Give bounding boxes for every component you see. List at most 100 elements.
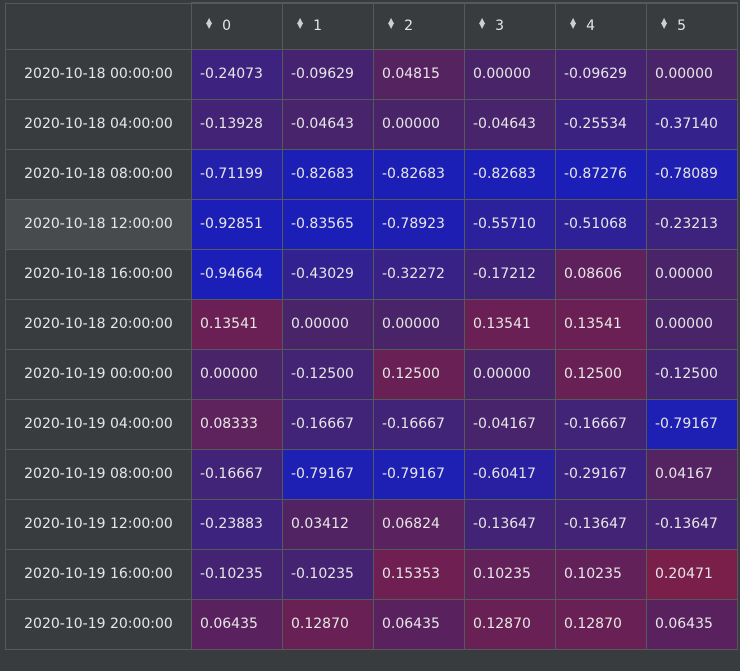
table-cell: -0.43029 bbox=[282, 248, 374, 300]
header-row: ▲ ▼ 0 ▲ ▼ 1 ▲ ▼ 2 ▲ ▼ 3 ▲ ▼ 4 ▲ ▼ 5 bbox=[5, 2, 738, 50]
table-row: 2020-10-19 16:00:00 -0.10235 -0.10235 0.153… bbox=[5, 548, 738, 600]
row-header: 2020-10-18 08:00:00 bbox=[5, 148, 192, 200]
table-cell: 0.08606 bbox=[555, 248, 647, 300]
column-header-4[interactable]: ▲ ▼ 4 bbox=[555, 2, 647, 50]
sort-updown-icon[interactable]: ▲ ▼ bbox=[570, 16, 577, 31]
table-cell: 0.12870 bbox=[555, 598, 647, 650]
table-cell: 0.13541 bbox=[555, 298, 647, 350]
table-cell: 0.00000 bbox=[191, 348, 283, 400]
table-row: 2020-10-18 04:00:00 -0.13928 -0.04643 0.000… bbox=[5, 98, 738, 150]
table-cell: 0.06435 bbox=[373, 598, 465, 650]
table-cell: -0.13647 bbox=[555, 498, 647, 550]
column-header-1[interactable]: ▲ ▼ 1 bbox=[282, 2, 374, 50]
table-cell: 0.10235 bbox=[464, 548, 556, 600]
column-header-label: 2 bbox=[404, 18, 414, 35]
table-cell: -0.23213 bbox=[646, 198, 738, 250]
table-cell: 0.12870 bbox=[464, 598, 556, 650]
table-cell: 0.06824 bbox=[373, 498, 465, 550]
sort-updown-icon[interactable]: ▲ ▼ bbox=[661, 16, 668, 31]
table-cell: -0.16667 bbox=[282, 398, 374, 450]
sort-updown-icon[interactable]: ▲ ▼ bbox=[388, 16, 395, 31]
column-header-2[interactable]: ▲ ▼ 2 bbox=[373, 2, 465, 50]
table-cell: 0.04815 bbox=[373, 48, 465, 100]
row-header: 2020-10-18 12:00:00 bbox=[5, 198, 192, 250]
row-header: 2020-10-19 12:00:00 bbox=[5, 498, 192, 550]
table-row: 2020-10-18 08:00:00 -0.71199 -0.82683 -0.82… bbox=[5, 148, 738, 200]
table-cell: -0.04643 bbox=[464, 98, 556, 150]
table-cell: 0.00000 bbox=[373, 98, 465, 150]
table-cell: -0.79167 bbox=[282, 448, 374, 500]
table-cell: -0.16667 bbox=[373, 398, 465, 450]
table-cell: 0.12500 bbox=[555, 348, 647, 400]
table-cell: -0.82683 bbox=[373, 148, 465, 200]
table-cell: -0.16667 bbox=[555, 398, 647, 450]
table-cell: -0.04643 bbox=[282, 98, 374, 150]
column-header-label: 4 bbox=[586, 18, 596, 35]
table-cell: -0.55710 bbox=[464, 198, 556, 250]
row-header: 2020-10-19 04:00:00 bbox=[5, 398, 192, 450]
table-cell: -0.09629 bbox=[555, 48, 647, 100]
table-row: 2020-10-19 20:00:00 0.06435 0.12870 0.06435… bbox=[5, 598, 738, 650]
table-cell: -0.92851 bbox=[191, 198, 283, 250]
row-header: 2020-10-19 16:00:00 bbox=[5, 548, 192, 600]
table-row: 2020-10-18 16:00:00 -0.94664 -0.43029 -0.32… bbox=[5, 248, 738, 300]
table-cell: -0.12500 bbox=[646, 348, 738, 400]
table-cell: -0.23883 bbox=[191, 498, 283, 550]
column-header-3[interactable]: ▲ ▼ 3 bbox=[464, 2, 556, 50]
column-header-0[interactable]: ▲ ▼ 0 bbox=[191, 2, 283, 50]
row-header: 2020-10-18 00:00:00 bbox=[5, 48, 192, 100]
table-cell: -0.10235 bbox=[191, 548, 283, 600]
column-header-label: 1 bbox=[313, 18, 323, 35]
table-cell: 0.00000 bbox=[373, 298, 465, 350]
table-cell: -0.82683 bbox=[464, 148, 556, 200]
table-row: 2020-10-19 00:00:00 0.00000 -0.12500 0.1250… bbox=[5, 348, 738, 400]
row-header: 2020-10-19 20:00:00 bbox=[5, 598, 192, 650]
table-cell: 0.08333 bbox=[191, 398, 283, 450]
table-cell: -0.83565 bbox=[282, 198, 374, 250]
heatmap-table: ▲ ▼ 0 ▲ ▼ 1 ▲ ▼ 2 ▲ ▼ 3 ▲ ▼ 4 ▲ ▼ 5 2020-10-18 00:00:00 -0… bbox=[5, 2, 738, 650]
table-row: 2020-10-18 12:00:00 -0.92851 -0.83565 -0.78… bbox=[5, 198, 738, 250]
table-cell: -0.79167 bbox=[646, 398, 738, 450]
column-header-label: 5 bbox=[677, 18, 687, 35]
sort-updown-icon[interactable]: ▲ ▼ bbox=[206, 16, 213, 31]
column-header-label: 0 bbox=[222, 18, 232, 35]
table-cell: -0.04167 bbox=[464, 398, 556, 450]
sort-updown-icon[interactable]: ▲ ▼ bbox=[479, 16, 486, 31]
row-header: 2020-10-18 04:00:00 bbox=[5, 98, 192, 150]
table-cell: -0.78923 bbox=[373, 198, 465, 250]
table-row: 2020-10-19 04:00:00 0.08333 -0.16667 -0.166… bbox=[5, 398, 738, 450]
table-cell: -0.60417 bbox=[464, 448, 556, 500]
table-cell: -0.09629 bbox=[282, 48, 374, 100]
row-header: 2020-10-19 08:00:00 bbox=[5, 448, 192, 500]
table-cell: -0.25534 bbox=[555, 98, 647, 150]
table-cell: 0.00000 bbox=[464, 48, 556, 100]
table-cell: -0.10235 bbox=[282, 548, 374, 600]
table-cell: 0.00000 bbox=[646, 248, 738, 300]
table-cell: 0.15353 bbox=[373, 548, 465, 600]
table-cell: 0.00000 bbox=[464, 348, 556, 400]
table-cell: -0.51068 bbox=[555, 198, 647, 250]
table-cell: 0.00000 bbox=[646, 298, 738, 350]
table-cell: -0.13647 bbox=[646, 498, 738, 550]
table-cell: -0.94664 bbox=[191, 248, 283, 300]
table-cell: 0.03412 bbox=[282, 498, 374, 550]
table-row: 2020-10-19 12:00:00 -0.23883 0.03412 0.0682… bbox=[5, 498, 738, 550]
table-cell: 0.10235 bbox=[555, 548, 647, 600]
row-header: 2020-10-18 20:00:00 bbox=[5, 298, 192, 350]
table-cell: -0.87276 bbox=[555, 148, 647, 200]
table-cell: 0.00000 bbox=[282, 298, 374, 350]
table-cell: -0.78089 bbox=[646, 148, 738, 200]
table-body: 2020-10-18 00:00:00 -0.24073 -0.09629 0.048… bbox=[5, 48, 738, 650]
sort-updown-icon[interactable]: ▲ ▼ bbox=[297, 16, 304, 31]
table-row: 2020-10-18 20:00:00 0.13541 0.00000 0.00000… bbox=[5, 298, 738, 350]
table-cell: 0.13541 bbox=[191, 298, 283, 350]
table-cell: -0.29167 bbox=[555, 448, 647, 500]
table-cell: 0.12500 bbox=[373, 348, 465, 400]
column-header-5[interactable]: ▲ ▼ 5 bbox=[646, 2, 738, 50]
row-header: 2020-10-18 16:00:00 bbox=[5, 248, 192, 300]
row-header: 2020-10-19 00:00:00 bbox=[5, 348, 192, 400]
table-cell: -0.82683 bbox=[282, 148, 374, 200]
table-cell: 0.20471 bbox=[646, 548, 738, 600]
table-cell: -0.13928 bbox=[191, 98, 283, 150]
table-cell: 0.06435 bbox=[191, 598, 283, 650]
